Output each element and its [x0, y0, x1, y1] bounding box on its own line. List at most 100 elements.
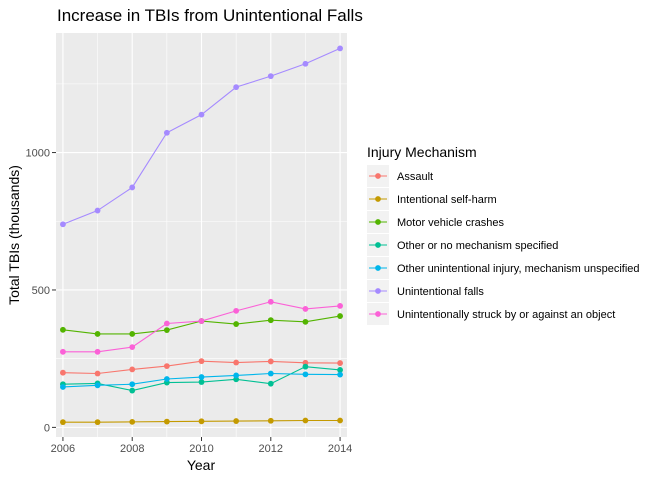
data-point: [267, 417, 274, 424]
data-point: [302, 417, 309, 424]
y-tick-label: 500: [32, 285, 50, 297]
legend-key-point: [375, 219, 381, 225]
x-tick-label: 2014: [328, 443, 352, 455]
legend-item: Other or no mechanism specified: [367, 234, 558, 256]
data-point: [302, 60, 309, 67]
data-point: [129, 418, 136, 425]
data-point: [337, 360, 343, 366]
legend-label: Unintentionally struck by or against an …: [397, 309, 615, 321]
data-point: [163, 320, 170, 327]
data-point: [302, 318, 309, 325]
data-point: [163, 363, 170, 369]
data-point: [302, 363, 309, 370]
data-point: [129, 366, 136, 373]
data-point: [60, 419, 66, 426]
data-point: [94, 348, 101, 355]
data-point: [198, 358, 205, 365]
legend-key-point: [375, 311, 381, 317]
legend-title: Injury Mechanism: [367, 144, 477, 160]
legend-key-point: [375, 288, 381, 294]
chart-title: Increase in TBIs from Unintentional Fall…: [57, 6, 363, 25]
data-point: [198, 379, 205, 385]
legend-label: Unintentional falls: [397, 286, 484, 298]
data-point: [129, 381, 136, 388]
data-point: [233, 359, 240, 366]
legend-item: Motor vehicle crashes: [367, 211, 504, 233]
legend-item: Unintentional falls: [367, 280, 484, 302]
data-point: [129, 387, 136, 394]
y-tick-label: 1000: [26, 148, 50, 160]
data-point: [129, 331, 136, 337]
data-point: [198, 418, 205, 425]
x-tick-label: 2006: [51, 443, 75, 455]
series-intentional-self-harm: [60, 417, 343, 426]
series-unintentionally-struck-by-or-against-an-object: [60, 298, 343, 355]
data-point: [198, 374, 205, 380]
axes: 2006 2008 2010 2012 2014 0 500 1000: [26, 148, 353, 455]
x-tick-label: 2012: [259, 443, 283, 455]
data-point: [267, 358, 274, 365]
data-point: [233, 372, 240, 379]
data-point: [60, 221, 66, 228]
data-point: [233, 307, 240, 314]
data-point: [267, 73, 274, 80]
data-point: [267, 298, 274, 305]
legend-label: Assault: [397, 171, 433, 183]
data-point: [337, 313, 343, 319]
data-point: [198, 318, 205, 324]
data-point: [129, 344, 136, 351]
data-point: [94, 419, 101, 426]
x-tick-label: 2008: [120, 443, 144, 455]
legend-key-point: [375, 265, 381, 271]
data-point: [163, 418, 170, 425]
data-point: [60, 369, 66, 376]
data-point: [60, 348, 66, 355]
data-point: [267, 370, 274, 377]
legend-label: Motor vehicle crashes: [397, 217, 504, 229]
data-point: [163, 327, 170, 333]
data-point: [60, 326, 66, 333]
legend-label: Other or no mechanism specified: [397, 240, 558, 252]
data-point: [233, 418, 240, 424]
data-point: [337, 417, 343, 424]
data-point: [337, 371, 343, 378]
data-point: [233, 84, 240, 91]
series-assault: [60, 358, 343, 377]
data-point: [163, 376, 170, 382]
series-unintentional-falls: [60, 45, 343, 228]
legend-key-point: [375, 173, 381, 179]
series-layer: [60, 45, 343, 426]
data-point: [60, 384, 66, 390]
data-point: [267, 380, 274, 387]
data-point: [129, 184, 136, 191]
data-point: [337, 45, 343, 52]
legend-key-point: [375, 242, 381, 248]
legend-label: Intentional self-harm: [397, 194, 497, 206]
x-tick-label: 2010: [189, 443, 213, 455]
data-point: [337, 303, 343, 309]
data-point: [94, 331, 101, 337]
legend-items: Assault Intentional self-harm Motor vehicl…: [367, 165, 640, 325]
series-other-unintentional-injury-mechanism-unspecified: [60, 370, 343, 390]
legend-item: Unintentionally struck by or against an …: [367, 303, 615, 325]
x-axis-title: Year: [187, 457, 216, 473]
legend-item: Other unintentional injury, mechanism un…: [367, 257, 640, 279]
data-point: [337, 367, 343, 373]
legend-item: Intentional self-harm: [367, 188, 497, 210]
y-axis-title: Total TBIs (thousands): [6, 165, 22, 305]
legend: Injury Mechanism Assault Intentional self…: [367, 144, 640, 325]
data-point: [94, 382, 101, 389]
data-point: [94, 370, 101, 377]
data-point: [163, 129, 170, 136]
legend-label: Other unintentional injury, mechanism un…: [397, 263, 640, 275]
data-point: [302, 371, 309, 378]
legend-key-point: [375, 196, 381, 202]
data-point: [302, 306, 309, 312]
data-point: [233, 321, 240, 327]
y-tick-label: 0: [44, 422, 50, 434]
data-point: [94, 207, 101, 214]
data-point: [267, 317, 274, 324]
legend-item: Assault: [367, 165, 433, 187]
grid: [56, 33, 347, 437]
